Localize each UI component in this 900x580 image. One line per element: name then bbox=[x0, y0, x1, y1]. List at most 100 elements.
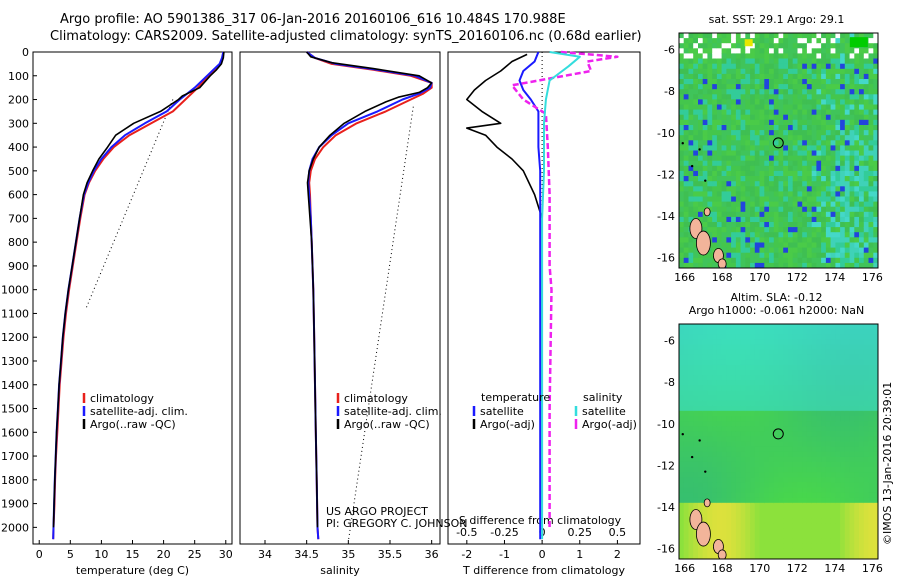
map-cell bbox=[806, 89, 813, 95]
map-cell bbox=[740, 431, 746, 437]
y-tick-label: 1300 bbox=[1, 355, 29, 368]
map-cell bbox=[859, 421, 865, 427]
map-cell bbox=[702, 513, 708, 519]
map-cell bbox=[679, 109, 685, 116]
map-cell bbox=[835, 237, 841, 243]
map-cell bbox=[806, 380, 813, 386]
map-cell bbox=[788, 543, 794, 550]
map-cell bbox=[849, 507, 855, 514]
map-cell bbox=[750, 553, 756, 559]
map-cell bbox=[683, 451, 689, 458]
map-cell bbox=[868, 354, 874, 361]
map-cell bbox=[679, 119, 685, 126]
map-cell bbox=[849, 492, 855, 499]
map-cell bbox=[816, 53, 822, 60]
map-cell bbox=[854, 370, 860, 376]
map-cell bbox=[731, 375, 737, 381]
map-cell bbox=[835, 497, 841, 504]
island-shape bbox=[696, 521, 711, 547]
map-cell bbox=[702, 135, 708, 141]
map-cell bbox=[868, 533, 874, 540]
map-cell bbox=[802, 63, 808, 70]
map-cell bbox=[750, 329, 756, 335]
map-cell bbox=[863, 211, 870, 218]
map-cell bbox=[840, 119, 846, 126]
map-cell bbox=[693, 324, 699, 330]
map-cell bbox=[707, 400, 713, 407]
map-cell bbox=[716, 446, 723, 453]
map-cell bbox=[811, 518, 817, 524]
map-cell bbox=[726, 43, 732, 49]
map-cell bbox=[788, 553, 794, 559]
map-cell bbox=[707, 482, 713, 489]
map-cell bbox=[735, 176, 742, 182]
map-cell bbox=[702, 431, 708, 437]
map-cell bbox=[702, 84, 708, 90]
map-cell bbox=[759, 334, 765, 340]
map-cell bbox=[773, 395, 780, 402]
map-cell bbox=[854, 165, 860, 172]
map-cell bbox=[688, 375, 694, 381]
map-cell bbox=[726, 456, 732, 463]
map-cell bbox=[683, 538, 689, 545]
map-cell bbox=[716, 99, 723, 106]
map-cell bbox=[821, 58, 827, 65]
map-cell bbox=[830, 436, 836, 443]
map-cell bbox=[806, 135, 813, 141]
map-cell bbox=[783, 262, 789, 268]
map-cell bbox=[840, 446, 846, 453]
map-cell bbox=[759, 68, 765, 75]
map-cell bbox=[750, 165, 756, 172]
map-cell bbox=[821, 507, 827, 514]
map-cell bbox=[849, 324, 855, 330]
map-cell bbox=[830, 227, 836, 233]
y-tick-label: 2000 bbox=[1, 521, 29, 534]
map-cell bbox=[806, 533, 813, 540]
map-cell bbox=[778, 140, 784, 146]
map-cell bbox=[840, 232, 846, 238]
map-cell bbox=[702, 48, 708, 54]
map-cell bbox=[712, 125, 718, 131]
map-cell bbox=[745, 354, 751, 361]
map-cell bbox=[764, 150, 770, 157]
map-cell bbox=[745, 497, 751, 504]
map-cell bbox=[859, 507, 865, 514]
map-cell bbox=[754, 416, 761, 422]
map-cell bbox=[679, 160, 685, 167]
map-cell bbox=[825, 482, 832, 489]
map-cell bbox=[825, 380, 832, 386]
map-cell bbox=[816, 502, 822, 509]
map-cell bbox=[735, 446, 742, 453]
map-cell bbox=[679, 242, 685, 249]
map-cell bbox=[754, 349, 761, 356]
map-cell bbox=[825, 206, 832, 213]
x-tick-label: 35 bbox=[341, 548, 355, 561]
map-cell bbox=[811, 467, 817, 473]
map-cell bbox=[783, 216, 789, 223]
map-cell bbox=[859, 456, 865, 463]
map-cell bbox=[688, 410, 694, 417]
map-cell bbox=[721, 436, 727, 443]
temperature-track-line bbox=[85, 99, 174, 309]
map-cell bbox=[825, 84, 832, 90]
map-cell bbox=[840, 390, 846, 397]
map-cell bbox=[679, 135, 685, 141]
map-cell bbox=[849, 216, 855, 223]
map-cell bbox=[735, 416, 742, 422]
map-cell bbox=[859, 73, 865, 80]
map-cell bbox=[859, 247, 865, 254]
map-cell bbox=[764, 170, 770, 177]
map-cell bbox=[707, 135, 713, 141]
map-cell bbox=[716, 242, 723, 249]
map-cell bbox=[716, 104, 723, 111]
map-cell bbox=[830, 89, 836, 95]
map-cell bbox=[773, 416, 780, 422]
map-cell bbox=[854, 176, 860, 182]
x-tick-label: 1 bbox=[576, 548, 583, 561]
map-cell bbox=[806, 497, 813, 504]
map-cell bbox=[778, 446, 784, 453]
map-cell bbox=[740, 370, 746, 376]
map-cell bbox=[745, 441, 751, 448]
map-cell bbox=[735, 125, 742, 131]
map-cell bbox=[873, 548, 878, 555]
